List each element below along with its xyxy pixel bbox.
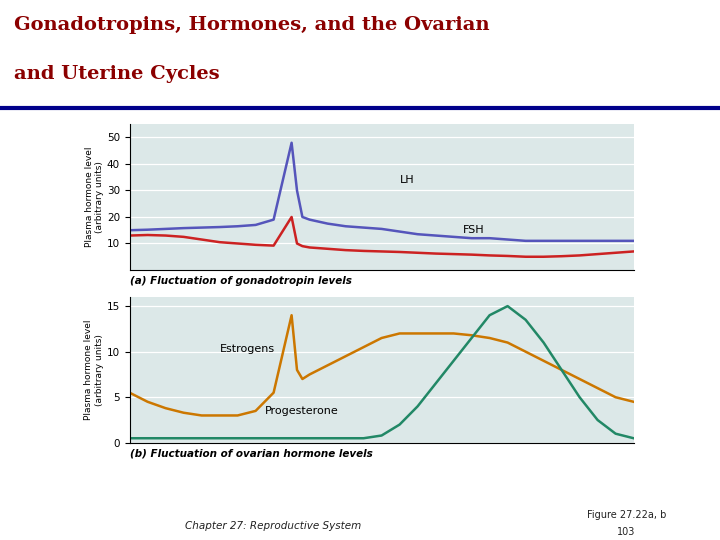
Text: Figure 27.22a, b: Figure 27.22a, b <box>587 510 666 521</box>
Text: Progesterone: Progesterone <box>265 406 338 416</box>
Text: Chapter 27: Reproductive System: Chapter 27: Reproductive System <box>186 521 361 531</box>
Text: and Uterine Cycles: and Uterine Cycles <box>14 65 220 83</box>
Text: Estrogens: Estrogens <box>220 343 275 354</box>
Y-axis label: Plasma hormone level
(arbitrary units): Plasma hormone level (arbitrary units) <box>84 320 104 420</box>
Text: Gonadotropins, Hormones, and the Ovarian: Gonadotropins, Hormones, and the Ovarian <box>14 16 490 34</box>
Text: 103: 103 <box>617 526 636 537</box>
Text: (a) Fluctuation of gonadotropin levels: (a) Fluctuation of gonadotropin levels <box>130 275 351 286</box>
Text: FSH: FSH <box>462 225 485 235</box>
Y-axis label: Plasma hormone level
(arbitrary units): Plasma hormone level (arbitrary units) <box>84 147 104 247</box>
Text: LH: LH <box>400 174 414 185</box>
Text: (b) Fluctuation of ovarian hormone levels: (b) Fluctuation of ovarian hormone level… <box>130 448 372 458</box>
